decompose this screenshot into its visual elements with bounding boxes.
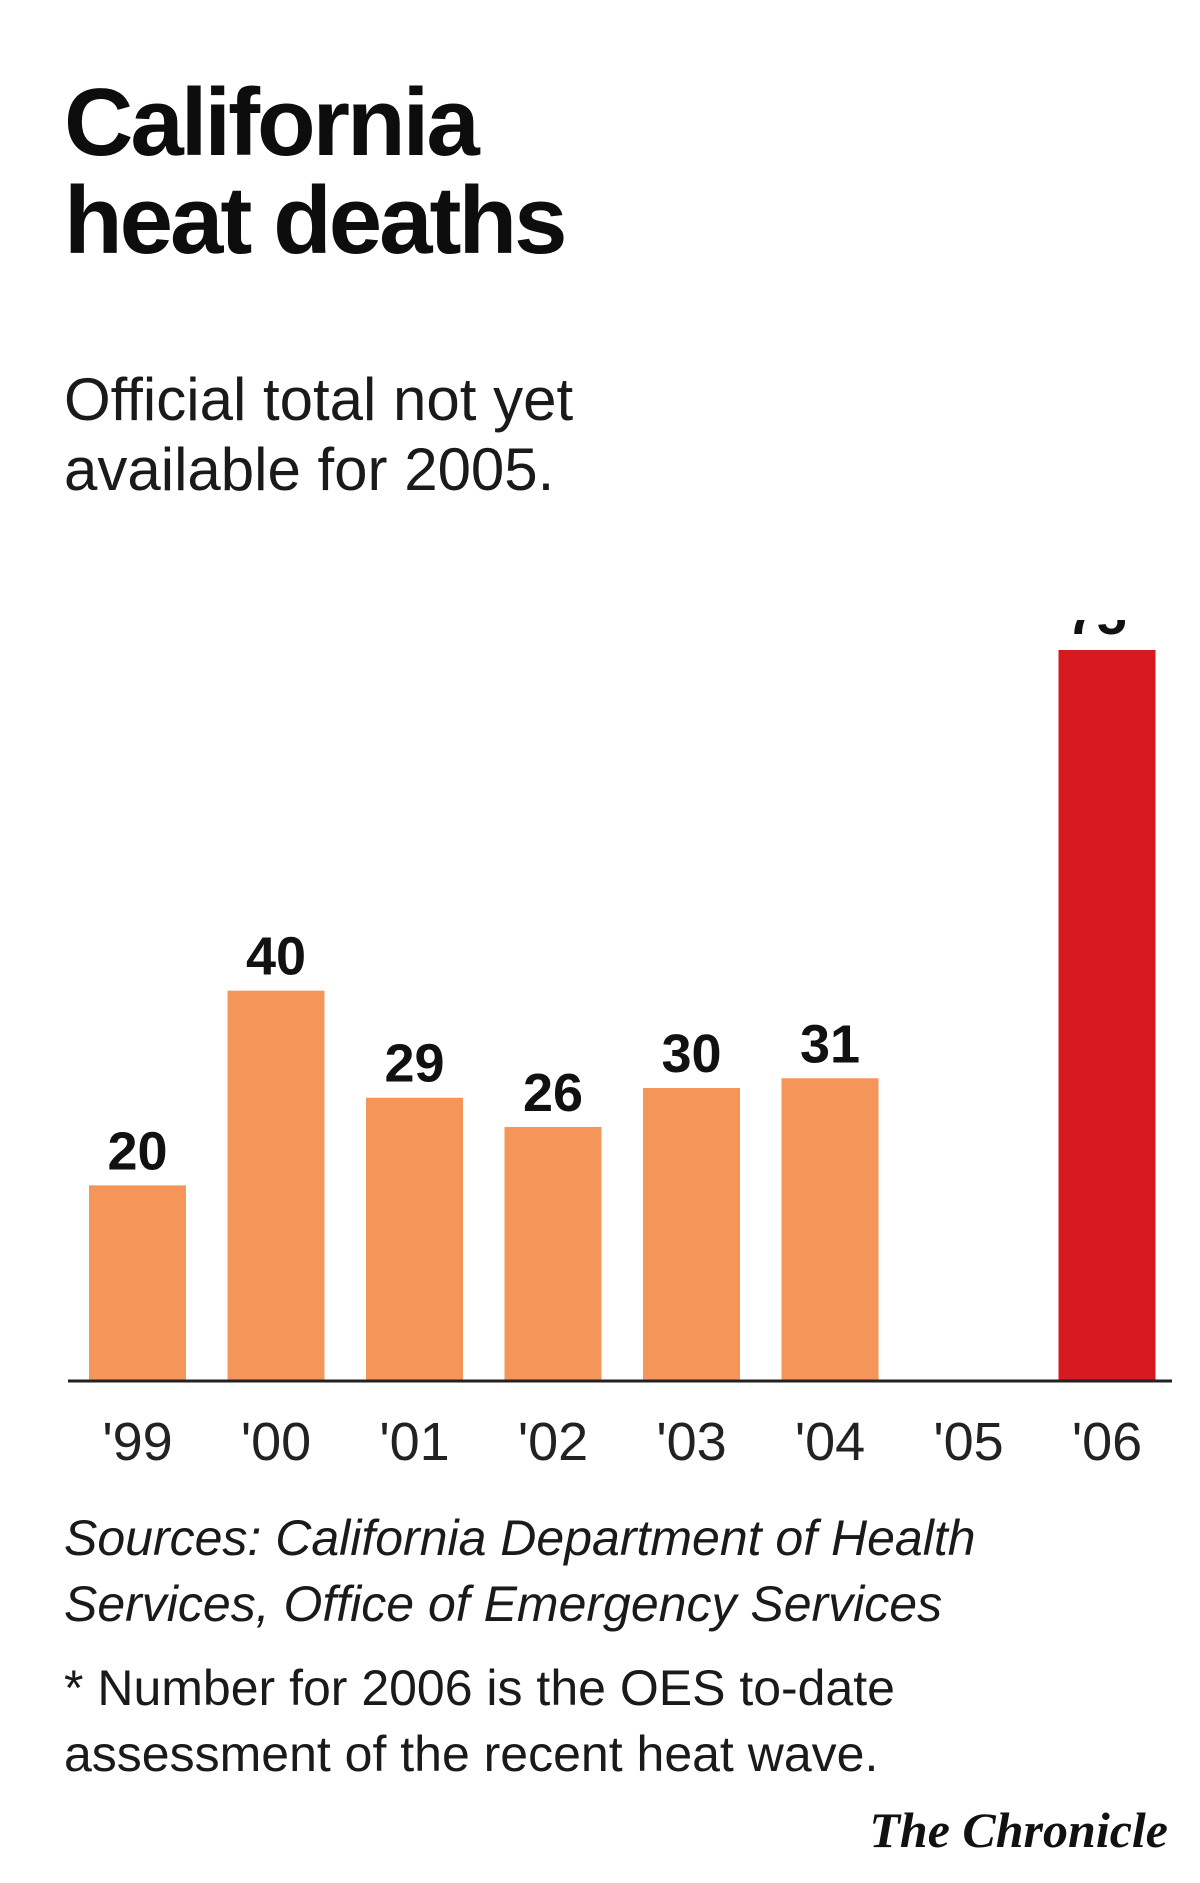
chart-title: California heat deaths <box>64 69 567 274</box>
x-tick-label-5: '04 <box>795 1412 865 1472</box>
value-label-2: 29 <box>384 1034 444 1094</box>
bar-1 <box>227 990 325 1380</box>
bar-4 <box>643 1088 740 1380</box>
x-tick-label-4: '03 <box>656 1412 726 1472</box>
chart-subtitle: Official total not yet available for 200… <box>64 366 574 503</box>
x-tick-label-0: '99 <box>102 1412 172 1472</box>
publication-credit: The Chronicle <box>869 1802 1168 1858</box>
value-label-5: 31 <box>800 1014 860 1074</box>
sources-note: Sources: California Department of Health… <box>64 1510 976 1632</box>
value-label-7: 75* <box>1066 620 1147 646</box>
x-tick-label-3: '02 <box>518 1412 588 1472</box>
value-label-1: 40 <box>246 927 306 987</box>
x-tick-label-2: '01 <box>379 1412 449 1472</box>
x-tick-label-6: '05 <box>933 1412 1003 1472</box>
footnote: * Number for 2006 is the OES to-date ass… <box>64 1660 895 1782</box>
value-label-0: 20 <box>107 1121 167 1181</box>
value-label-4: 30 <box>661 1024 721 1084</box>
x-tick-label-1: '00 <box>241 1412 311 1472</box>
bar-0 <box>89 1185 186 1380</box>
bar-7 <box>1058 650 1156 1380</box>
bar-5 <box>781 1078 879 1380</box>
value-label-3: 26 <box>523 1063 583 1123</box>
bar-3 <box>504 1126 602 1380</box>
bar-2 <box>366 1097 463 1380</box>
x-tick-label-7: '06 <box>1072 1412 1142 1472</box>
bar-chart: 20 '99 40 '00 29 '01 26 '02 30 '03 31 '04 '05 75* '06 <box>68 620 1172 1472</box>
